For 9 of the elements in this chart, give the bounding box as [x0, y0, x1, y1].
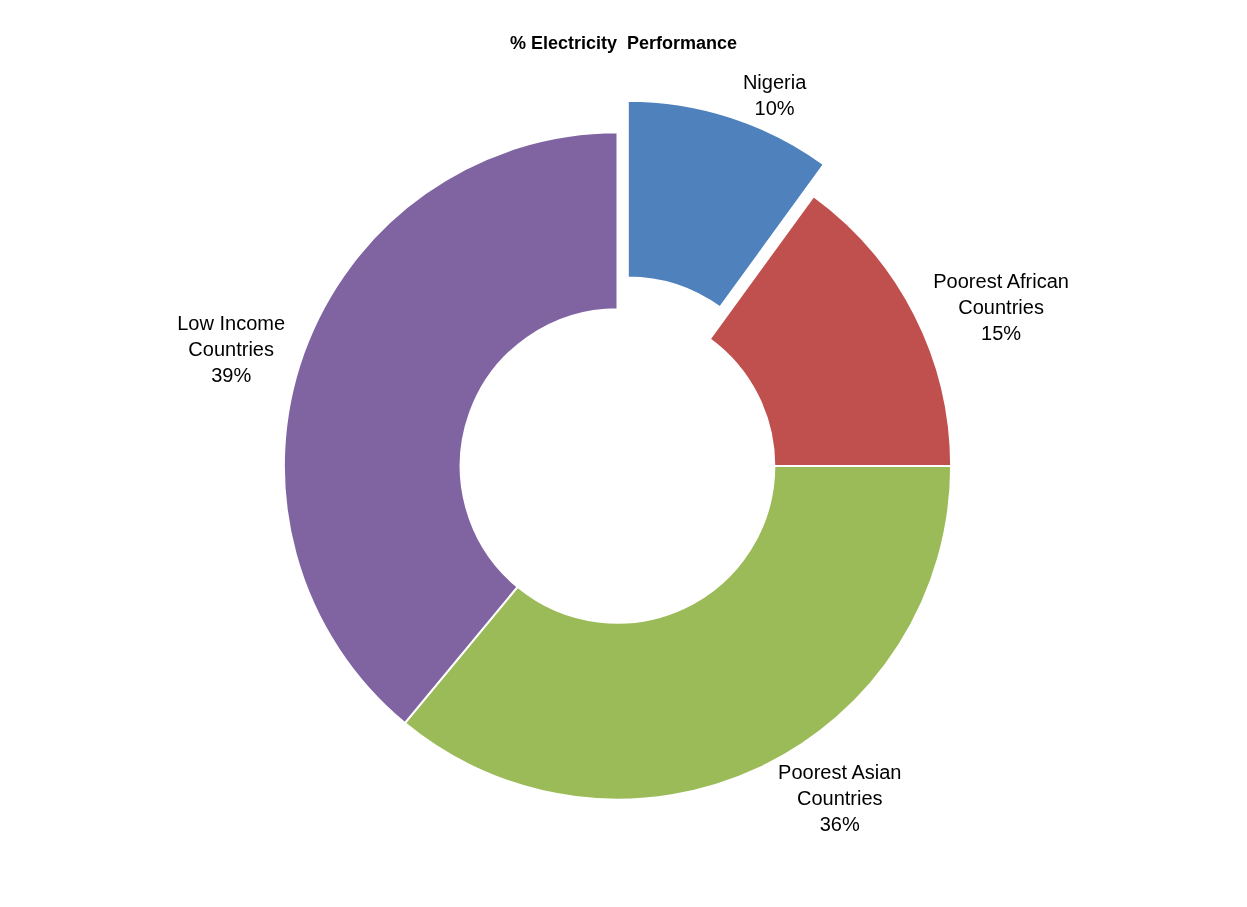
slice-label: Poorest Asian Countries — [778, 761, 902, 810]
data-label: 15% — [981, 321, 1022, 344]
data-label: 36% — [819, 813, 860, 836]
slice-label: Nigeria — [742, 71, 808, 94]
data-label: 39% — [211, 363, 252, 386]
slice-label: Poorest African Countries — [933, 269, 1069, 318]
slice-label: Low Income Countries — [177, 311, 286, 360]
data-label: 10% — [754, 97, 795, 120]
chart-title: % Electricity Performance — [509, 32, 738, 53]
